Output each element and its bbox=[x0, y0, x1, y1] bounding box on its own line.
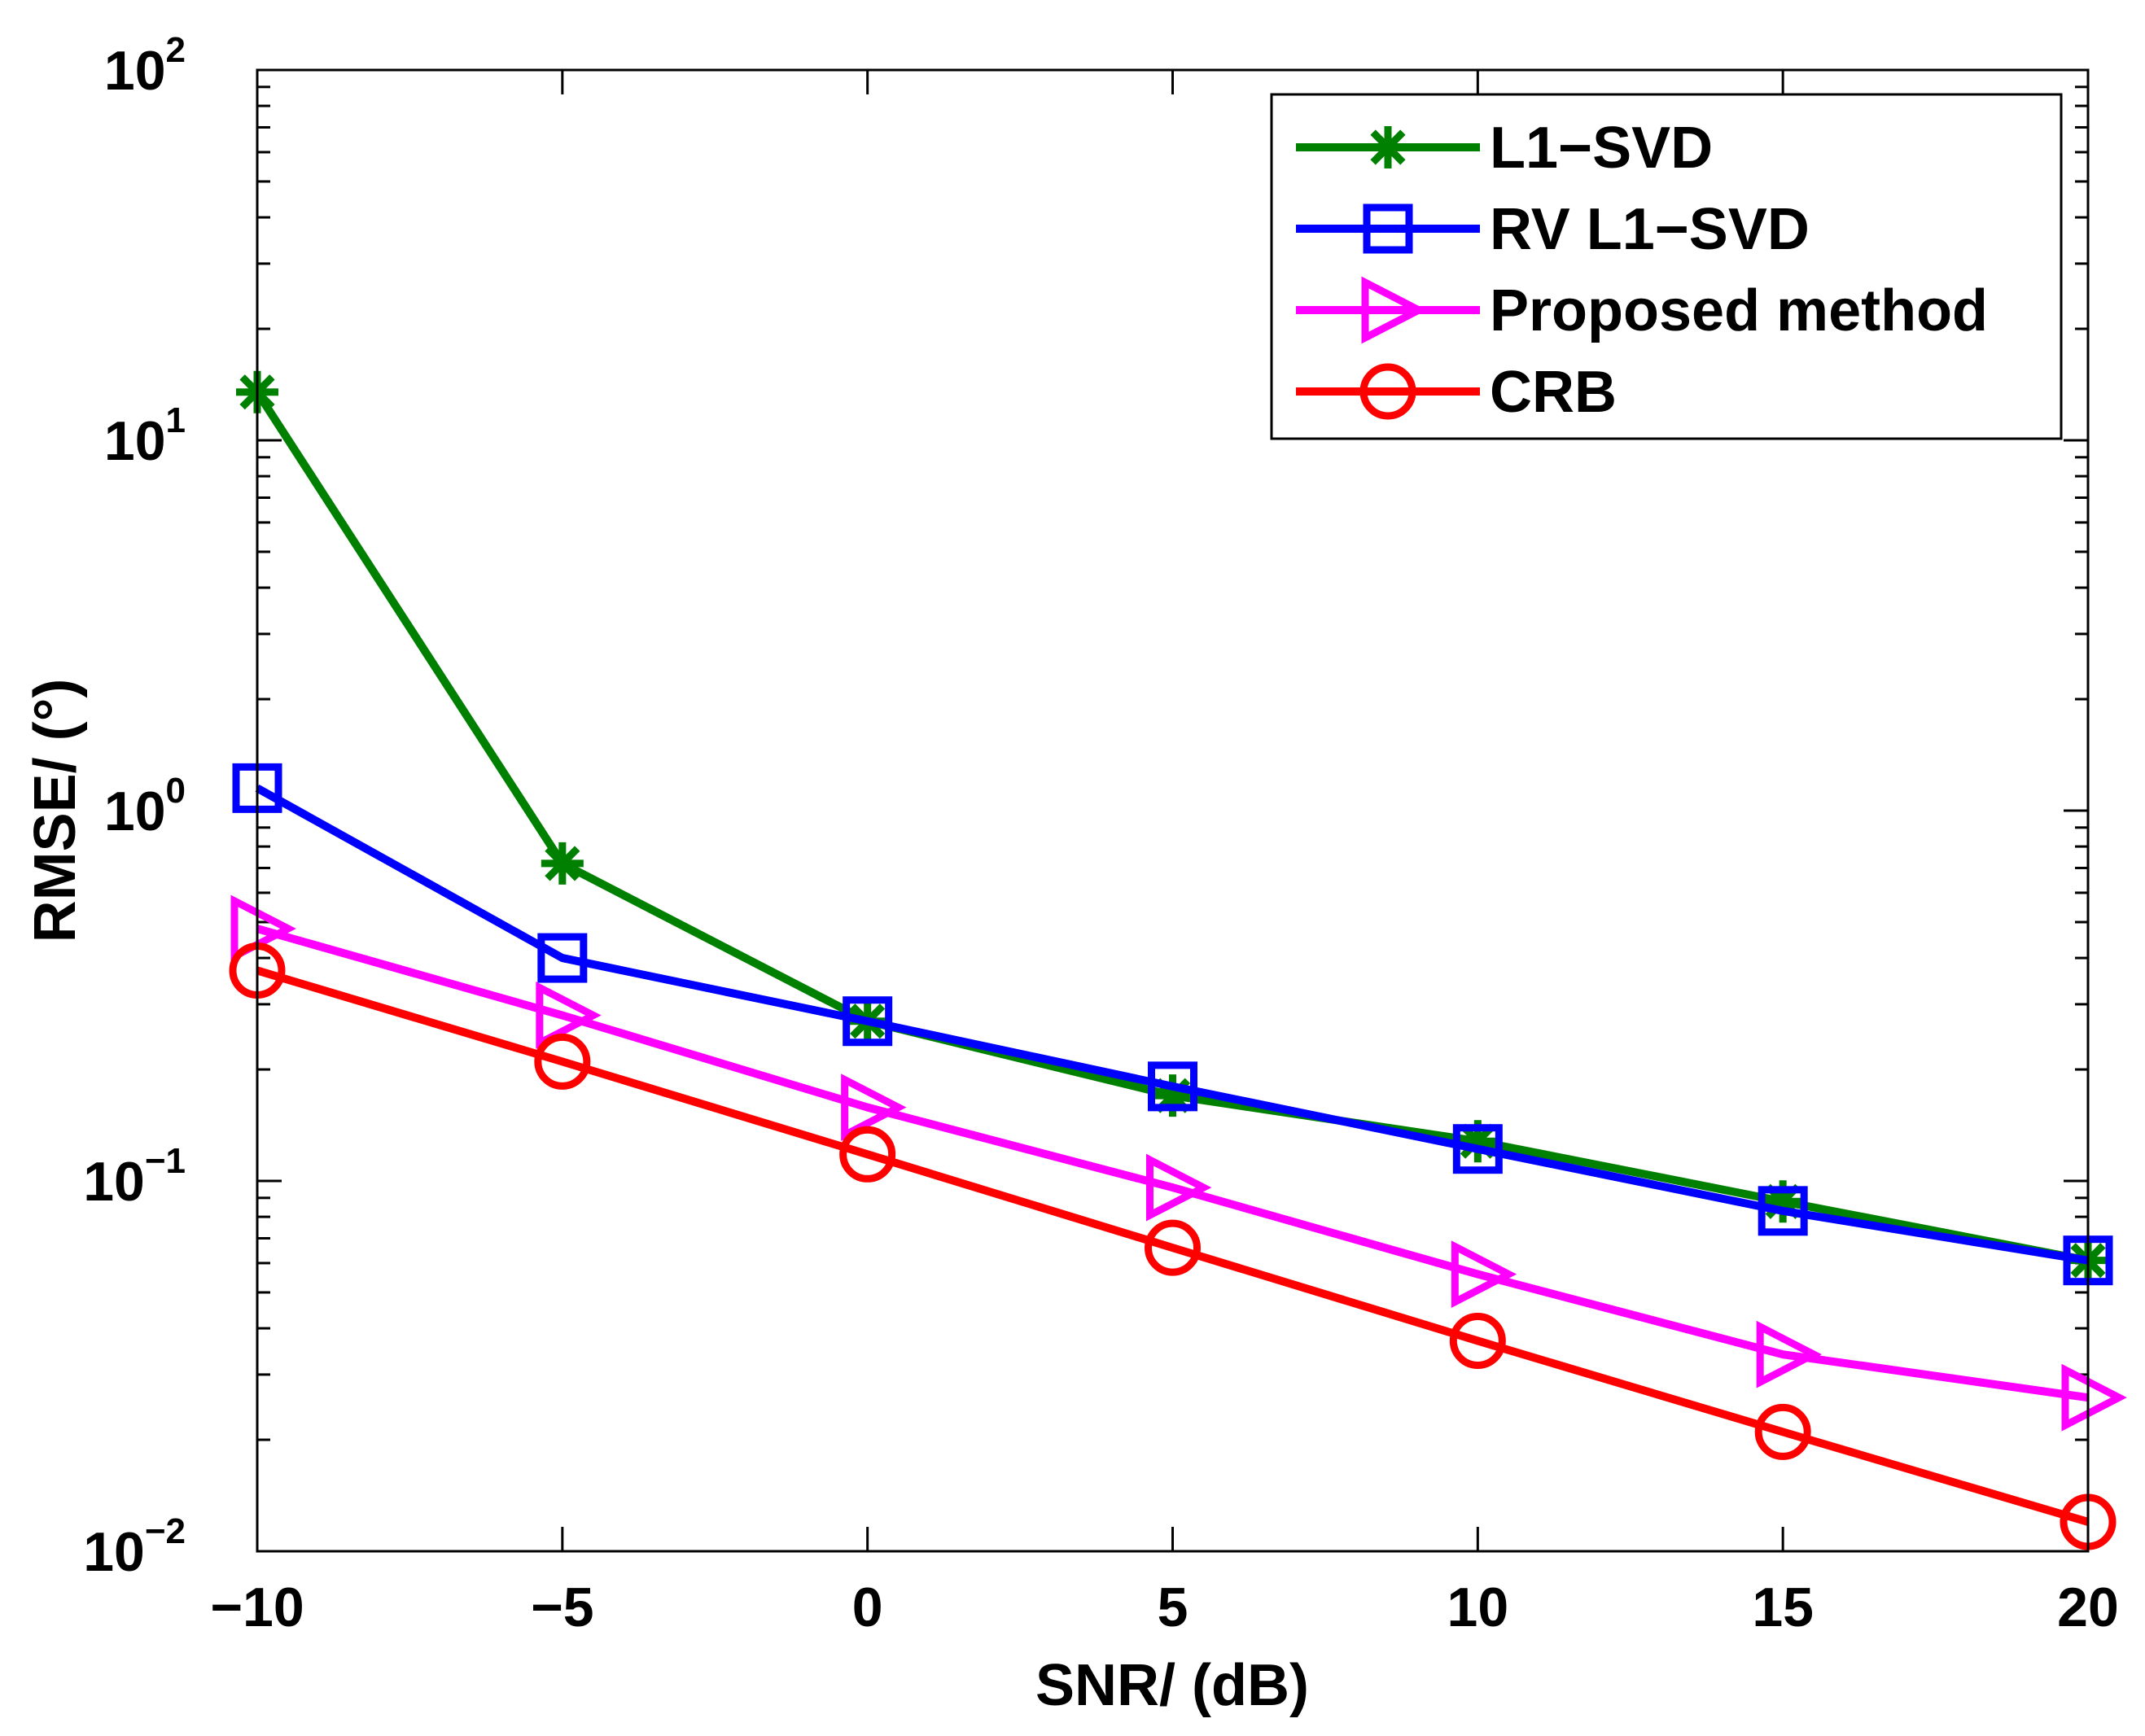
legend-item-crb: CRB bbox=[1296, 360, 1617, 425]
data-point-rv-l1-svd bbox=[1148, 1061, 1197, 1112]
series-line-crb bbox=[256, 966, 2090, 1526]
y-tick-label: 10−1 bbox=[83, 1141, 186, 1213]
series-line-rv-l1-svd bbox=[255, 785, 2089, 1265]
data-point-proposed-method bbox=[841, 1074, 907, 1141]
y-tick-label: 10−2 bbox=[83, 1511, 186, 1583]
series-proposed-method bbox=[230, 894, 2127, 1432]
x-tick-label: 20 bbox=[2057, 1576, 2119, 1638]
legend-marker bbox=[1359, 363, 1416, 420]
y-tick-label: 102 bbox=[104, 30, 186, 102]
data-point-proposed-method bbox=[2061, 1363, 2127, 1432]
x-tick-label: 15 bbox=[1752, 1576, 1814, 1638]
plot-frame bbox=[256, 68, 2090, 1553]
legend-item-proposed-method: Proposed method bbox=[1296, 276, 1988, 344]
x-tick-label: 5 bbox=[1158, 1576, 1189, 1638]
data-point-proposed-method bbox=[1756, 1320, 1822, 1388]
x-tick-labels: −10 −5 0 5 10 15 20 bbox=[210, 1576, 2119, 1638]
data-point-crb bbox=[1754, 1403, 1811, 1460]
data-point-crb bbox=[1449, 1312, 1506, 1369]
legend-marker bbox=[1361, 276, 1427, 344]
y-tick-label: 100 bbox=[104, 771, 186, 842]
data-point-proposed-method bbox=[1146, 1153, 1212, 1222]
y-axis-title: RMSE/ (°) bbox=[23, 679, 88, 943]
y-tick-labels: 10−2 10−1 100 101 102 bbox=[83, 30, 186, 1583]
legend-box bbox=[1270, 93, 2063, 440]
data-point-crb bbox=[534, 1033, 591, 1090]
legend-item-rv-l1-svd: RV L1−SVD bbox=[1296, 197, 1810, 262]
legend-item-l1-svd: L1−SVD bbox=[1296, 116, 1713, 181]
x-tick-label: −10 bbox=[210, 1576, 304, 1638]
x-tick-label: −5 bbox=[531, 1576, 594, 1638]
data-point-rv-l1-svd bbox=[537, 933, 588, 983]
legend-label: Proposed method bbox=[1490, 278, 1988, 343]
data-point-crb bbox=[839, 1126, 896, 1183]
x-axis-title: SNR/ (dB) bbox=[1035, 1653, 1309, 1718]
data-point-crb bbox=[1145, 1219, 1201, 1276]
x-tick-label: 0 bbox=[852, 1576, 883, 1638]
data-point-proposed-method bbox=[1451, 1240, 1517, 1308]
legend-marker bbox=[1367, 126, 1409, 168]
data-point-rv-l1-svd bbox=[1452, 1124, 1503, 1174]
data-point-proposed-method bbox=[536, 982, 602, 1049]
y-tick-label: 101 bbox=[104, 400, 186, 472]
legend-label: RV L1−SVD bbox=[1490, 197, 1810, 262]
legend-label: CRB bbox=[1490, 360, 1617, 425]
series-line-proposed-method bbox=[256, 925, 2089, 1402]
data-point-rv-l1-svd bbox=[843, 996, 893, 1047]
legend-marker bbox=[1363, 203, 1413, 254]
data-point-l1-svd bbox=[541, 842, 584, 885]
series-rv-l1-svd bbox=[232, 763, 2113, 1286]
data-point-proposed-method bbox=[230, 894, 296, 963]
legend: L1−SVD RV L1−SVD Proposed method CRB bbox=[1270, 93, 2063, 440]
x-tick-label: 10 bbox=[1447, 1576, 1509, 1638]
data-point-rv-l1-svd bbox=[1758, 1186, 1808, 1236]
legend-label: L1−SVD bbox=[1490, 116, 1713, 181]
